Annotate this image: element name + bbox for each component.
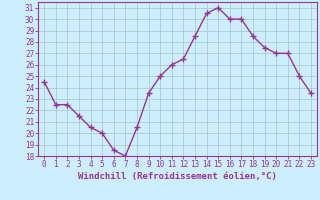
X-axis label: Windchill (Refroidissement éolien,°C): Windchill (Refroidissement éolien,°C) [78, 172, 277, 181]
